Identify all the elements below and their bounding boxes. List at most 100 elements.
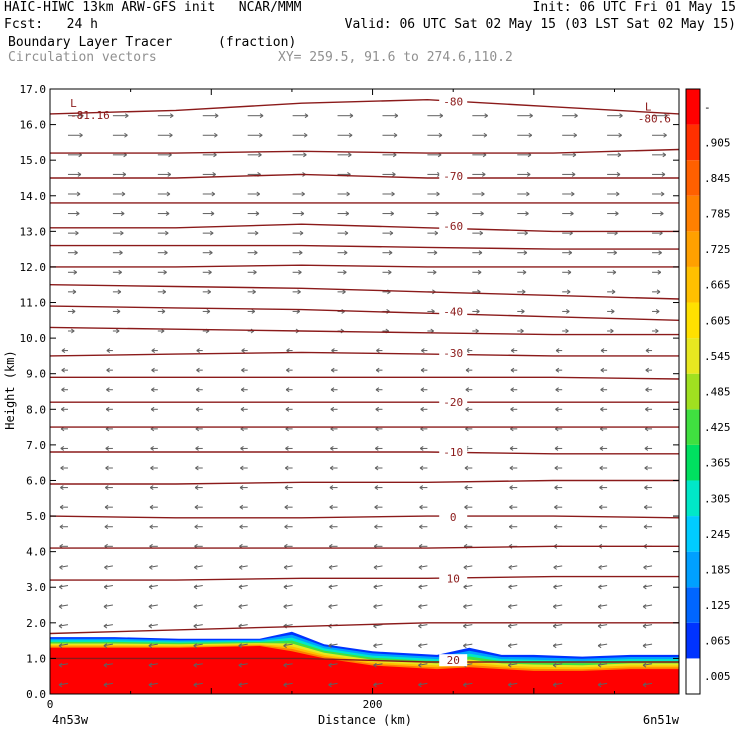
vector-head <box>328 564 333 570</box>
contour-line <box>50 657 679 663</box>
vector-head <box>285 446 289 451</box>
vector-head <box>193 662 198 668</box>
vector-head <box>484 113 488 119</box>
vector-arrow <box>59 584 69 588</box>
y-tick-label: 2.0 <box>26 617 46 630</box>
vector-arrow <box>238 604 248 608</box>
vector-head <box>150 465 154 471</box>
vector-head <box>375 387 380 393</box>
vector-head <box>238 682 242 688</box>
vector-head <box>193 564 198 570</box>
extremum-mark: L <box>70 97 77 110</box>
vector-arrow <box>373 565 383 568</box>
vector-arrow <box>283 584 293 588</box>
vector-head <box>612 269 617 275</box>
vector-head <box>642 623 647 629</box>
vector-head <box>61 387 65 393</box>
contour-label-bg <box>439 305 468 318</box>
vector-head <box>103 604 108 609</box>
vector-arrow <box>463 565 473 568</box>
vector-head <box>105 485 109 491</box>
vector-arrow <box>58 663 69 666</box>
vector-head <box>239 485 244 491</box>
vector-head <box>463 584 467 590</box>
vector-head <box>419 524 423 530</box>
vector-head <box>71 309 76 314</box>
vector-head <box>59 504 64 510</box>
vector-arrow <box>58 604 69 608</box>
colorbar-segment <box>686 338 700 374</box>
vector-head <box>283 643 287 649</box>
colorbar-segment <box>686 124 700 161</box>
vector-head <box>599 485 603 491</box>
vector-head <box>149 504 154 510</box>
vector-head <box>597 662 602 668</box>
vector-arrow <box>553 584 563 588</box>
vector-head <box>554 446 559 451</box>
vector-head <box>521 309 525 314</box>
vector-head <box>122 171 127 177</box>
vector-head <box>104 564 108 570</box>
vector-head <box>552 662 557 668</box>
vector-arrow <box>104 584 113 588</box>
vector-arrow <box>418 682 428 686</box>
vector-head <box>419 485 424 491</box>
vector-head <box>373 643 377 649</box>
vector-head <box>660 211 664 216</box>
colorbar-segment <box>686 373 700 410</box>
vector-arrow <box>59 565 69 568</box>
vector-head <box>167 171 172 177</box>
vector-head <box>509 465 514 471</box>
vector-head <box>238 584 243 590</box>
vector-head <box>421 348 425 353</box>
vector-head <box>103 643 108 649</box>
vector-head <box>58 604 63 609</box>
vector-head <box>73 269 78 275</box>
vector-head <box>476 309 480 314</box>
vector-arrow <box>103 663 113 666</box>
vector-arrow <box>283 604 293 608</box>
vector-head <box>391 191 395 197</box>
vector-head <box>598 584 602 590</box>
vector-head <box>597 682 602 688</box>
vector-head <box>655 328 659 334</box>
vector-head <box>212 171 216 177</box>
vector-head <box>600 367 605 373</box>
contour-label: -40 <box>443 305 463 318</box>
vector-head <box>655 309 660 314</box>
vector-head <box>644 485 648 491</box>
vector-arrow <box>463 584 473 588</box>
extremum-value: -81.16 <box>70 109 110 122</box>
vector-head <box>510 406 514 412</box>
vector-head <box>434 230 439 236</box>
vector-head <box>374 465 379 471</box>
vector-head <box>329 524 333 530</box>
y-tick-label: 16.0 <box>20 119 47 132</box>
colorbar: .005 .065 .125 .185 .245 .305 .365 .425 .485 .545… <box>685 88 731 695</box>
contour-label: -70 <box>443 170 463 183</box>
vector-head <box>553 524 558 530</box>
vector-head <box>299 230 304 236</box>
vector-head <box>552 623 557 629</box>
vector-arrow <box>284 565 293 568</box>
vector-head <box>657 269 662 275</box>
vector-head <box>390 211 394 216</box>
x-endpoint-left: 4n53w <box>52 713 89 727</box>
vector-arrow <box>508 663 518 666</box>
vector-head <box>75 211 80 216</box>
vector-head <box>481 171 486 177</box>
vector-head <box>566 289 571 295</box>
contour-line <box>50 173 679 179</box>
contour-label: -20 <box>443 396 463 409</box>
vector-head <box>72 289 77 295</box>
vector-head <box>643 584 647 590</box>
x-axis-label: Distance (km) <box>318 713 412 727</box>
vector-head <box>375 446 379 451</box>
vector-head <box>328 662 332 668</box>
vector-head <box>240 465 244 471</box>
colorbar-label: .725 <box>704 243 731 256</box>
vector-head <box>301 191 305 197</box>
vector-arrow <box>418 584 428 588</box>
colorbar-segment <box>686 160 700 196</box>
contour-line <box>50 451 679 455</box>
